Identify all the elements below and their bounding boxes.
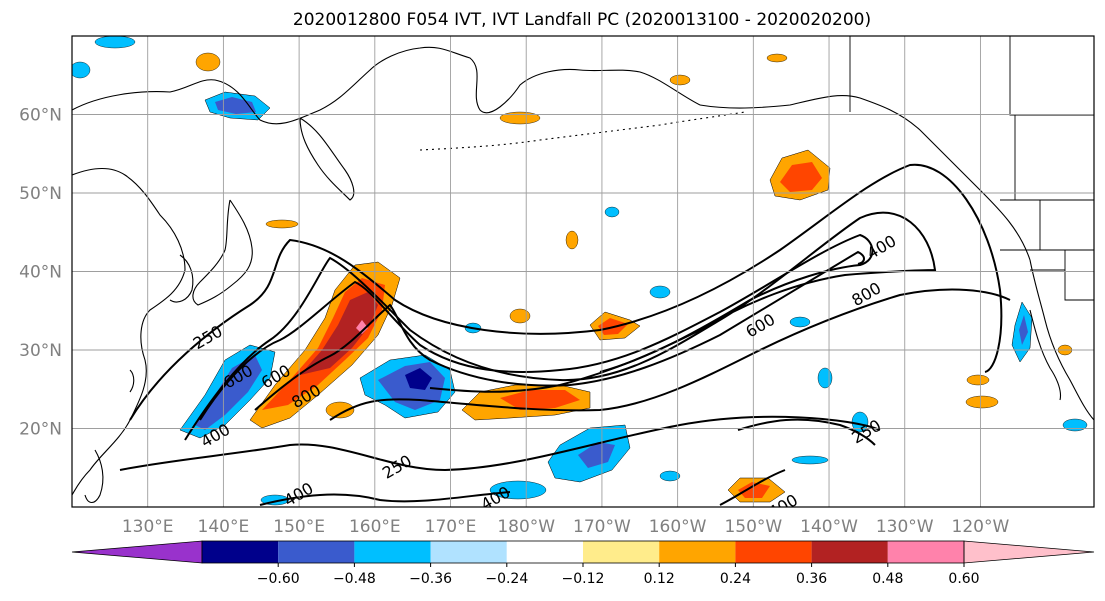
lon-label: 120°W	[952, 517, 1010, 537]
coast-asia-north	[72, 46, 701, 125]
lon-label: 130°E	[122, 517, 174, 537]
colorbar-tick-label: 0.48	[872, 571, 903, 587]
contour-250-east	[737, 418, 876, 446]
lon-label: 170°W	[573, 517, 631, 537]
lon-label: 140°W	[800, 517, 858, 537]
positive-gulf-alaska-core	[780, 162, 822, 192]
latitude-labels: 60°N 50°N 40°N 30°N 20°N	[19, 106, 62, 440]
contour-250	[129, 163, 1003, 421]
colorbar-swatch	[811, 541, 888, 563]
lat-label: 30°N	[19, 341, 62, 361]
colorbar-tick-label: 0.12	[644, 571, 675, 587]
colorbar-tick-label: 0.36	[796, 571, 827, 587]
positive-south-145w-core	[738, 482, 770, 498]
positive-plume-peak	[356, 320, 368, 334]
contour-800	[254, 250, 865, 411]
colorbar-tick-label: 0.24	[720, 571, 751, 587]
positive-dateline-core	[500, 390, 580, 410]
colorbar-extend-low	[71, 540, 203, 564]
lat-label: 50°N	[19, 184, 62, 204]
province-line-2	[1009, 36, 1094, 116]
negative-subtropical-core	[578, 442, 615, 468]
colorbar-swatch	[583, 541, 660, 563]
colorbar-swatch	[430, 541, 507, 563]
lon-label: 140°E	[198, 517, 250, 537]
lat-label: 60°N	[19, 106, 62, 126]
coast-alaska-south	[699, 95, 1031, 261]
colorbar-tick-label: −0.36	[409, 571, 452, 587]
colorbar-swatch	[278, 541, 355, 563]
colorbar-swatch	[202, 541, 279, 563]
coast-aleutians	[419, 111, 746, 151]
colorbar-swatch	[659, 541, 736, 563]
contour-400-south	[259, 491, 511, 506]
colorbar-swatch	[506, 541, 583, 563]
negative-central-max	[405, 368, 432, 390]
colorbar-extend-high	[963, 540, 1095, 564]
negative-sw-japan-core	[195, 355, 262, 430]
figure-title: 2020012800 F054 IVT, IVT Landfall PC (20…	[293, 10, 871, 30]
coast-japan	[192, 199, 253, 306]
colorbar-tick-label: −0.12	[562, 571, 605, 587]
negative-california-core	[1019, 315, 1028, 345]
colorbar-tick-label: −0.24	[485, 571, 528, 587]
colorbar: −0.60 −0.48 −0.36 −0.24 −0.12 0.12 0.24 0.36 0.4…	[71, 540, 1095, 587]
small-negative-cells	[72, 36, 1088, 506]
lon-label: 130°W	[876, 517, 934, 537]
longitude-labels: 130°E 140°E 150°E 160°E 170°E 180°W 170°W 160°W…	[122, 517, 1010, 537]
lon-label: 150°W	[724, 517, 782, 537]
contour-400-east	[719, 469, 786, 506]
lon-label: 160°W	[649, 517, 707, 537]
lon-label: 150°E	[273, 517, 325, 537]
contour-jet-lower	[329, 288, 1011, 421]
colorbar-swatch	[887, 541, 964, 563]
ivt-pc-anomaly-fills	[72, 36, 1088, 506]
map-frame	[71, 35, 1095, 508]
contour-250-south	[119, 415, 881, 472]
lon-label: 180°W	[497, 517, 555, 537]
coast-asia-east	[72, 168, 186, 496]
colorbar-tick-label: −0.60	[257, 571, 300, 587]
coast-philippines	[84, 449, 104, 504]
colorbar-swatch	[354, 541, 431, 563]
political-boundaries	[849, 36, 1094, 301]
lon-label: 170°E	[425, 517, 477, 537]
coast-kamchatka	[299, 117, 355, 201]
contour-600	[199, 233, 874, 421]
coast-baja	[1029, 309, 1062, 401]
positive-plume-max	[300, 292, 378, 375]
lat-label: 40°N	[19, 263, 62, 283]
graticule	[72, 36, 1094, 507]
colorbar-swatch	[735, 541, 812, 563]
coast-taiwan	[129, 369, 135, 393]
lon-label: 160°E	[349, 517, 401, 537]
coast-korea	[169, 254, 194, 303]
colorbar-tick-label: −0.48	[333, 571, 376, 587]
us-state-lines	[1000, 200, 1094, 301]
colorbar-tick-label: 0.60	[948, 571, 979, 587]
small-positive-cells	[195, 52, 1073, 419]
lat-label: 20°N	[19, 420, 62, 440]
